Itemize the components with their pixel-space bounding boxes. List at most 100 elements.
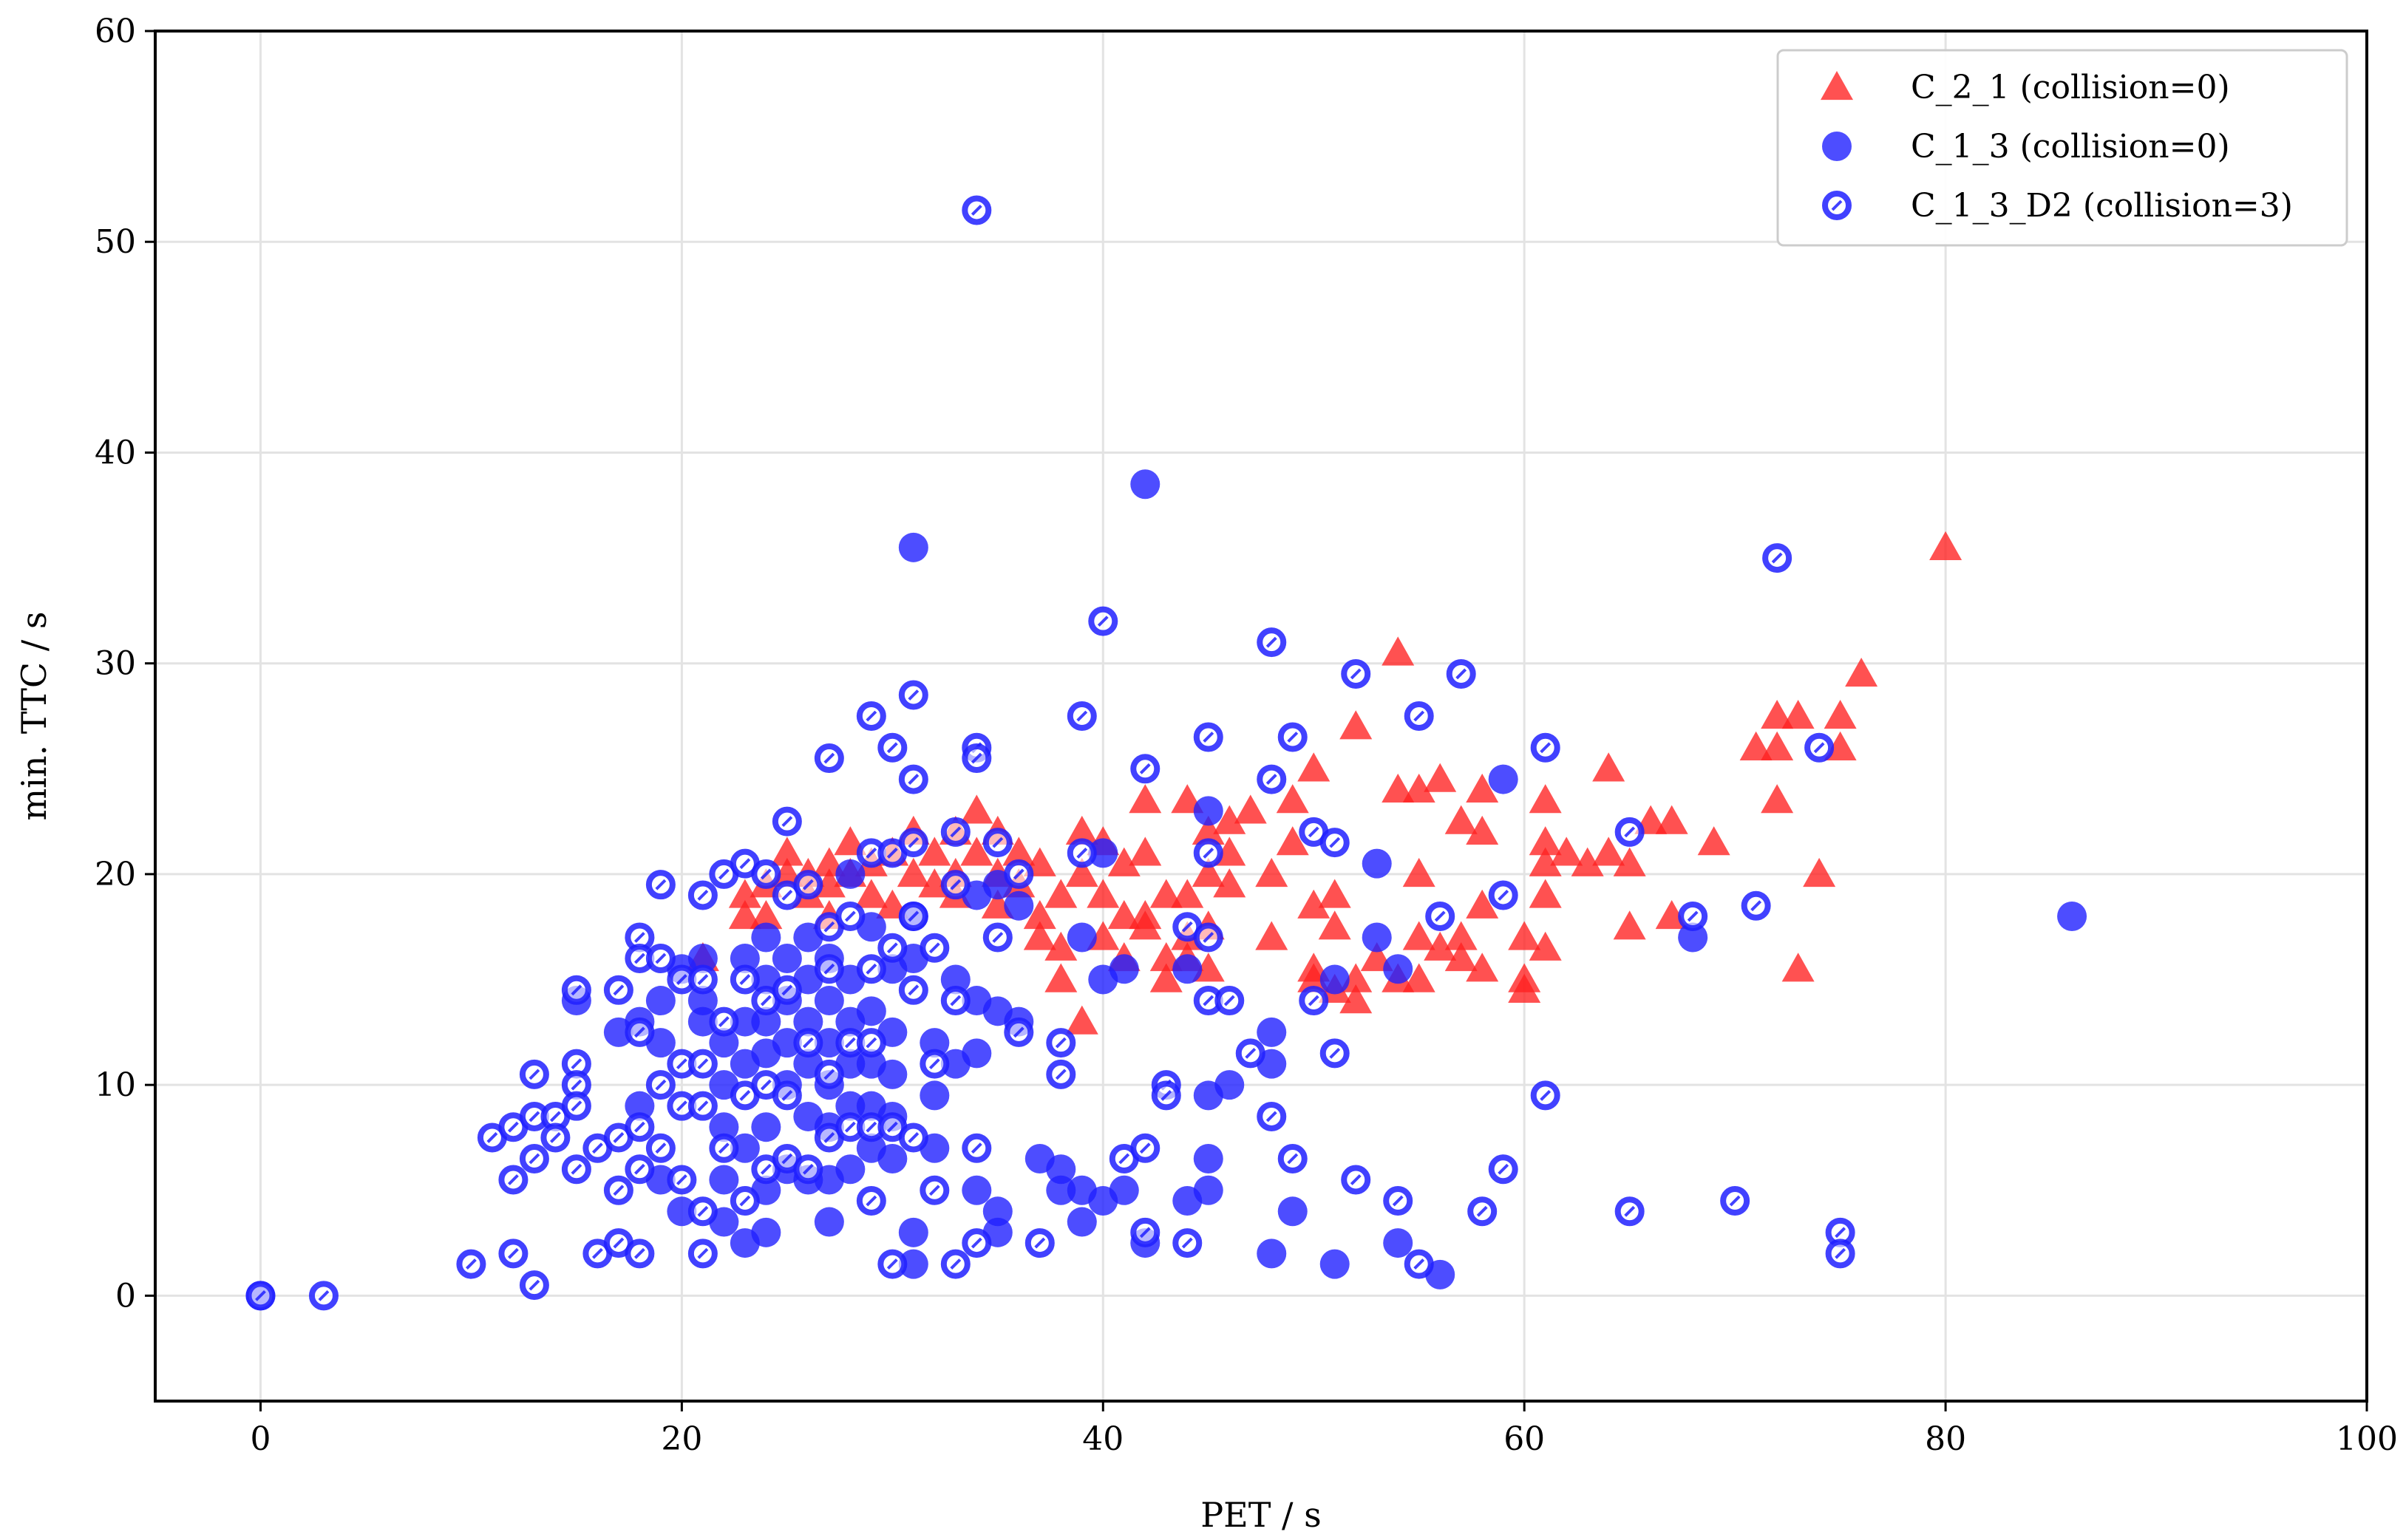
hatched-circle-point	[1130, 1217, 1160, 1247]
triangle-point	[1023, 921, 1056, 950]
triangle-point	[1107, 847, 1141, 876]
triangle-point	[1065, 1005, 1098, 1035]
hatched-circle-point	[1130, 1133, 1160, 1163]
y-tick-label: 40	[95, 434, 136, 471]
circle-point	[667, 1196, 697, 1227]
hatched-circle-point	[561, 1154, 591, 1185]
hatched-circle-point	[1341, 1165, 1371, 1195]
plot-area-frame	[154, 30, 2368, 1403]
triangle-point	[960, 837, 993, 866]
hatched-circle-point	[898, 680, 928, 710]
circle-point	[687, 944, 718, 974]
triangle-point	[1255, 857, 1288, 887]
hatched-circle-point	[1151, 1080, 1181, 1111]
circle-point	[709, 1165, 739, 1195]
hatched-circle-point	[1741, 890, 1771, 921]
hatched-circle-point	[1404, 701, 1434, 731]
circle-point	[877, 1059, 908, 1089]
axis-ticks: 0 20 40 60 80 100 0 10 20 30 40 50 60	[95, 13, 2398, 1458]
hatched-circle-point	[1277, 1143, 1308, 1173]
y-tick-label: 10	[95, 1066, 136, 1104]
circle-point	[1488, 764, 1518, 794]
hatched-circle-point	[962, 195, 992, 225]
x-tick-label: 0	[250, 1420, 271, 1458]
circle-point	[645, 986, 676, 1016]
hatched-circle-point	[1235, 1038, 1265, 1069]
circle-point	[1257, 1239, 1287, 1269]
circle-point	[1088, 838, 1118, 868]
circle-point	[1257, 1017, 1287, 1047]
hatched-circle-point	[940, 986, 971, 1016]
hatched-circle-point	[898, 764, 928, 794]
hatched-circle-point	[856, 1028, 886, 1058]
hatched-circle-point	[1804, 732, 1835, 763]
hatched-circle-point	[920, 1049, 950, 1079]
triangle-point	[960, 794, 993, 824]
hatched-circle-point	[877, 1249, 908, 1279]
circle-point	[835, 1091, 866, 1121]
triangle-point	[1044, 879, 1078, 908]
triangle-point	[1213, 868, 1246, 898]
triangle-point	[1192, 815, 1225, 845]
triangle-point	[1044, 963, 1078, 992]
hatched-circle-point	[793, 1154, 823, 1185]
hatched-circle-point	[1130, 754, 1160, 784]
triangle-point	[1402, 773, 1435, 803]
y-axis-label: min. TTC / s	[14, 612, 54, 821]
triangle-point	[1466, 953, 1499, 982]
hatched-circle-point	[940, 870, 971, 900]
triangle-point	[1550, 837, 1583, 866]
triangle-point	[1402, 963, 1435, 992]
circle-point	[751, 1006, 781, 1037]
circle-point	[1046, 1175, 1076, 1205]
hatched-circle-point	[561, 975, 591, 1005]
hatched-circle-point	[645, 944, 676, 974]
triangle-point	[1508, 921, 1541, 950]
circle-point	[730, 944, 760, 974]
hatched-circle-point	[709, 1006, 739, 1037]
circle-point	[1067, 1207, 1097, 1237]
triangle-point	[1065, 857, 1098, 887]
legend-marker	[1822, 132, 1852, 161]
y-tick-label: 30	[95, 645, 136, 683]
circle-point	[835, 859, 866, 889]
hatched-circle-point	[898, 1122, 928, 1153]
hatched-circle-point	[687, 1196, 718, 1227]
hatched-circle-point	[1024, 1228, 1055, 1258]
triangle-point	[1781, 953, 1815, 982]
hatched-circle-point	[856, 954, 886, 984]
hatched-circle-point	[835, 901, 866, 931]
hatched-circle-point	[1319, 828, 1350, 858]
y-tick-label: 50	[95, 223, 136, 261]
triangle-point	[1402, 921, 1435, 950]
circle-point	[1193, 1175, 1223, 1205]
circle-point	[772, 944, 802, 974]
circle-point	[793, 1006, 823, 1037]
triangle-point	[1697, 826, 1730, 856]
hatched-circle-point	[645, 1133, 676, 1163]
hatched-circle-point	[709, 1133, 739, 1163]
hatched-circle-point	[1067, 838, 1097, 868]
hatched-circle-point	[920, 933, 950, 963]
x-tick-label: 20	[661, 1420, 702, 1458]
triangle-point	[1276, 826, 1309, 856]
triangle-point	[1529, 847, 1562, 876]
circle-point	[687, 986, 718, 1016]
circle-point	[1004, 890, 1034, 921]
circle-point	[962, 1175, 992, 1205]
hatched-circle-point	[962, 743, 992, 774]
circle-point	[1362, 848, 1392, 879]
hatched-circle-point	[1614, 1196, 1645, 1227]
triangle-point	[897, 857, 930, 887]
circle-point	[1319, 964, 1350, 995]
circle-point	[1193, 796, 1223, 826]
triangle-point	[1571, 847, 1604, 876]
hatched-circle-point	[308, 1281, 339, 1311]
circle-point	[814, 1028, 844, 1058]
hatched-circle-point	[1299, 986, 1329, 1016]
triangle-point	[1761, 700, 1794, 729]
hatched-circle-point	[751, 986, 781, 1016]
circle-point	[751, 1112, 781, 1142]
hatched-circle-point	[898, 975, 928, 1005]
